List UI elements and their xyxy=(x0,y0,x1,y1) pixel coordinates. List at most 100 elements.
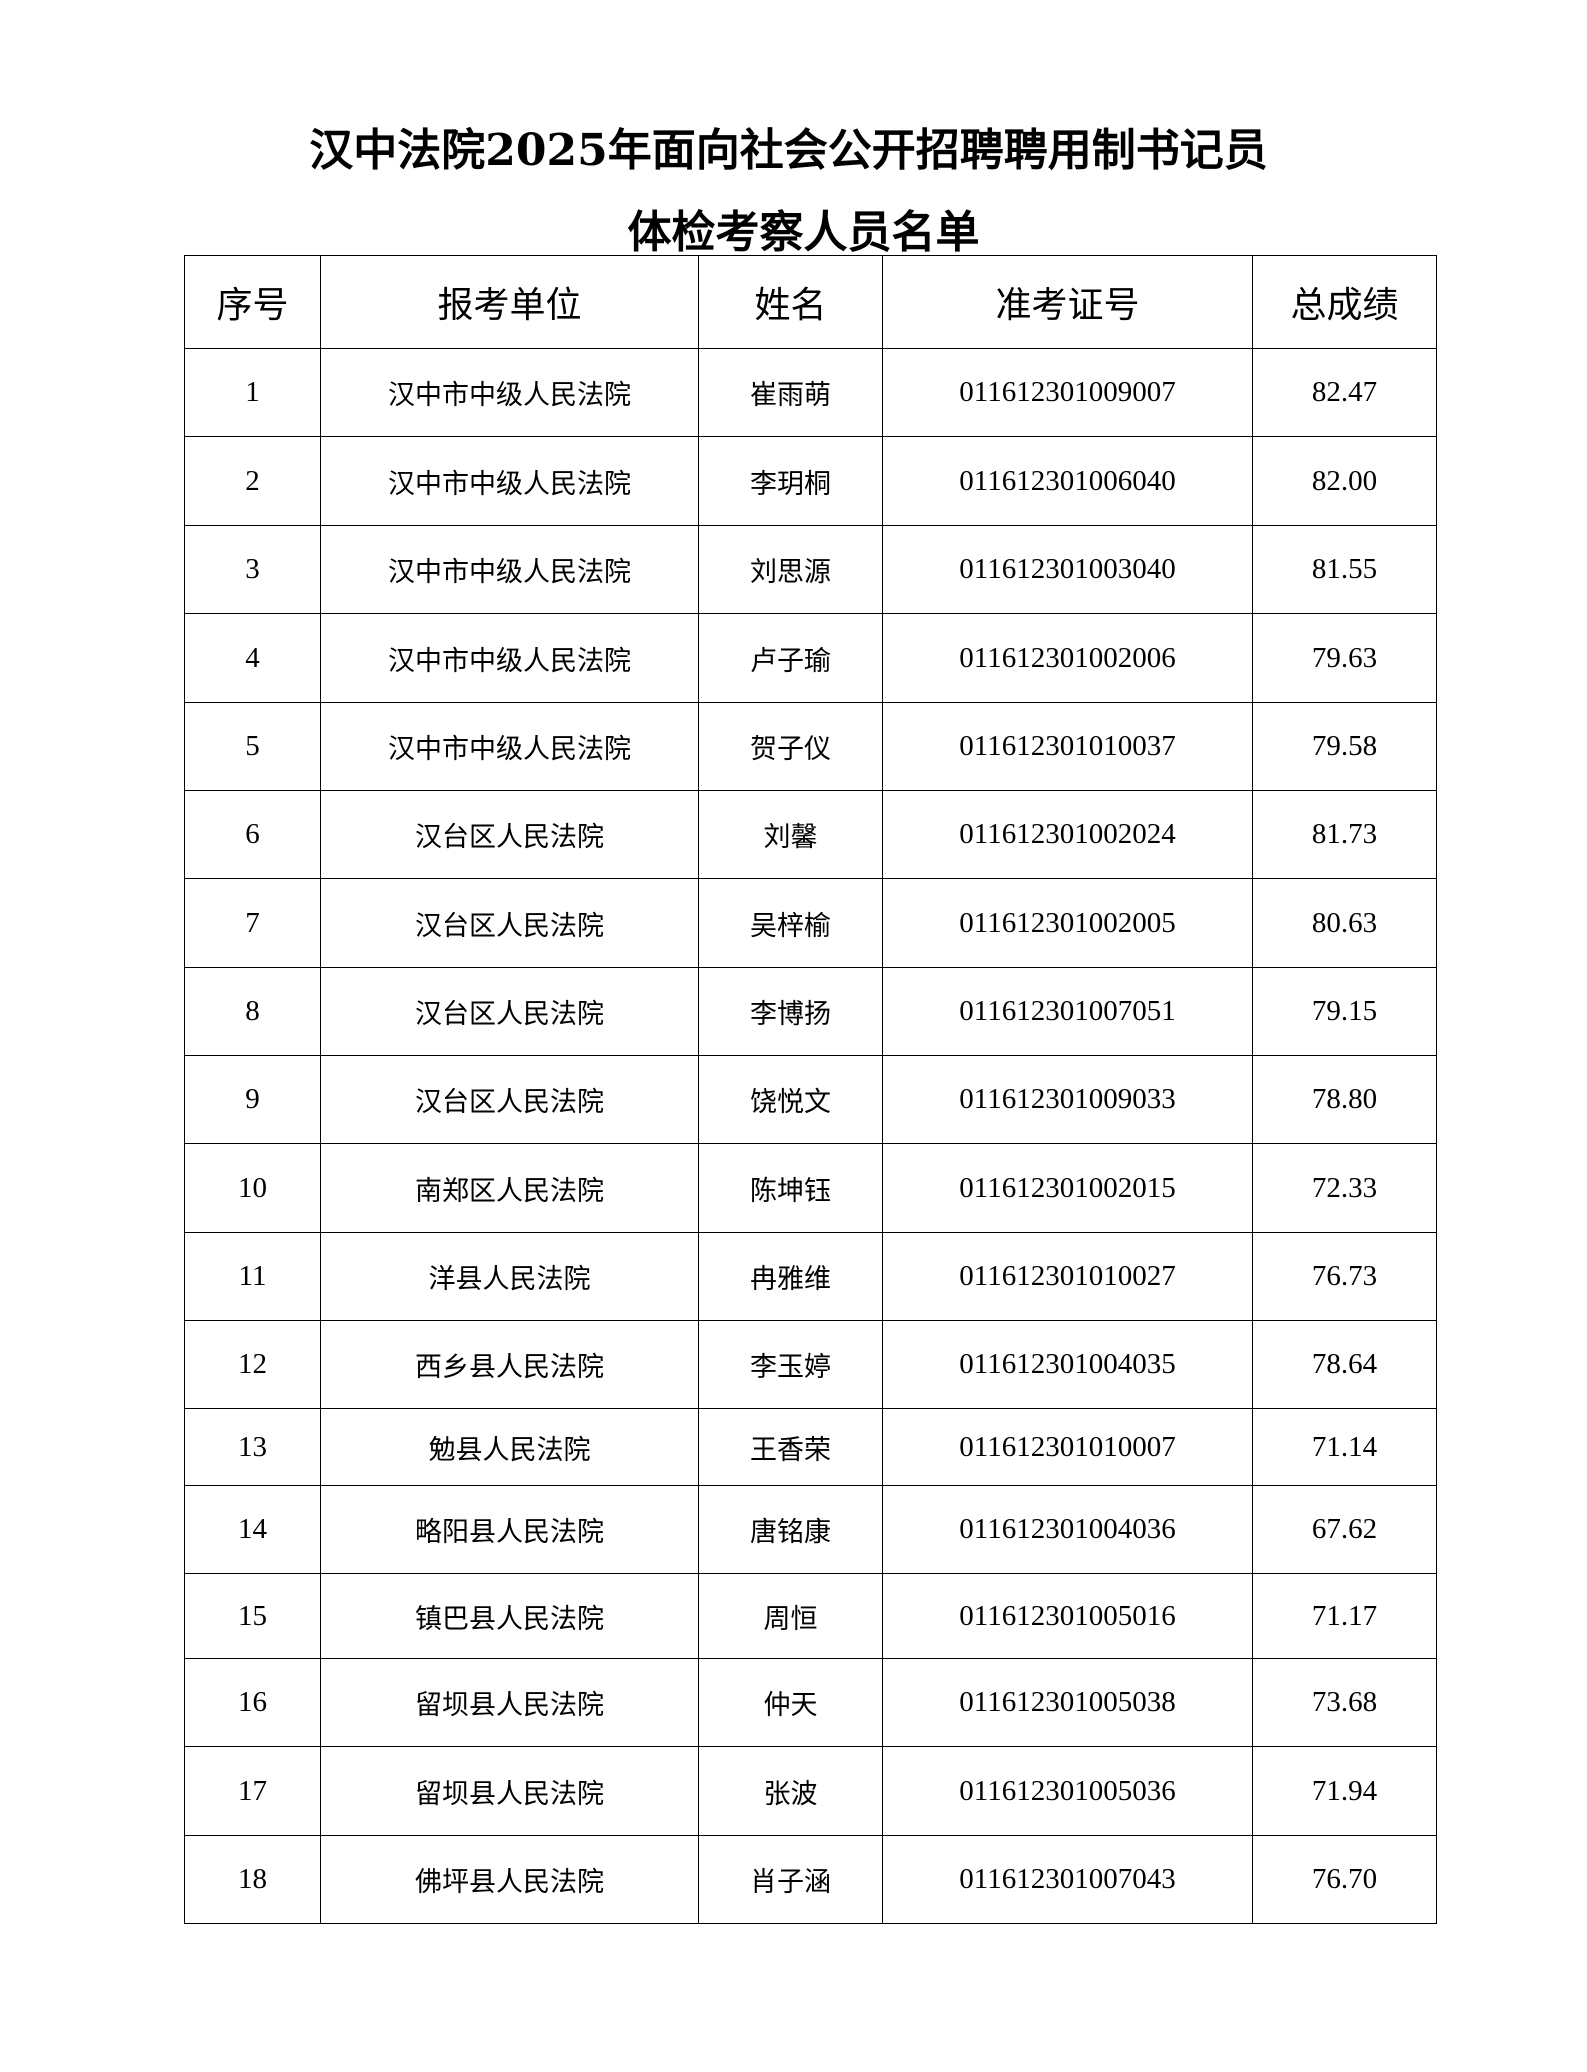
cell-score: 82.47 xyxy=(1252,348,1437,437)
cell-index: 15 xyxy=(184,1573,321,1659)
cell-index: 5 xyxy=(184,702,321,791)
cell-name: 刘思源 xyxy=(698,525,883,614)
table-row: 6 汉台区人民法院 刘馨 011612301002024 81.73 xyxy=(184,790,1437,879)
cell-name: 张波 xyxy=(698,1746,883,1836)
cell-unit: 汉中市中级人民法院 xyxy=(320,525,699,614)
table-row: 12 西乡县人民法院 李玉婷 011612301004035 78.64 xyxy=(184,1320,1437,1409)
table-row: 16 留坝县人民法院 仲天 011612301005038 73.68 xyxy=(184,1658,1437,1747)
cell-score: 71.94 xyxy=(1252,1746,1437,1836)
header-unit: 报考单位 xyxy=(320,255,699,349)
table-row: 17 留坝县人民法院 张波 011612301005036 71.94 xyxy=(184,1746,1437,1836)
cell-score: 76.70 xyxy=(1252,1835,1437,1924)
cell-unit: 留坝县人民法院 xyxy=(320,1658,699,1747)
cell-score: 79.58 xyxy=(1252,702,1437,791)
cell-name: 饶悦文 xyxy=(698,1055,883,1144)
cell-score: 71.14 xyxy=(1252,1408,1437,1486)
table-row: 18 佛坪县人民法院 肖子涵 011612301007043 76.70 xyxy=(184,1835,1437,1924)
cell-score: 71.17 xyxy=(1252,1573,1437,1659)
cell-name: 周恒 xyxy=(698,1573,883,1659)
table-row: 2 汉中市中级人民法院 李玥桐 011612301006040 82.00 xyxy=(184,436,1437,526)
table-row: 11 洋县人民法院 冉雅维 011612301010027 76.73 xyxy=(184,1232,1437,1321)
cell-score: 81.55 xyxy=(1252,525,1437,614)
cell-unit: 汉中市中级人民法院 xyxy=(320,613,699,703)
cell-exam-id: 011612301002005 xyxy=(882,878,1253,968)
cell-unit: 洋县人民法院 xyxy=(320,1232,699,1321)
cell-unit: 西乡县人民法院 xyxy=(320,1320,699,1409)
cell-name: 李玉婷 xyxy=(698,1320,883,1409)
cell-exam-id: 011612301002006 xyxy=(882,613,1253,703)
cell-exam-id: 011612301005038 xyxy=(882,1658,1253,1747)
cell-exam-id: 011612301006040 xyxy=(882,436,1253,526)
cell-exam-id: 011612301009033 xyxy=(882,1055,1253,1144)
cell-index: 18 xyxy=(184,1835,321,1924)
cell-exam-id: 011612301010037 xyxy=(882,702,1253,791)
cell-name: 李玥桐 xyxy=(698,436,883,526)
cell-exam-id: 011612301010007 xyxy=(882,1408,1253,1486)
cell-name: 卢子瑜 xyxy=(698,613,883,703)
cell-name: 李博扬 xyxy=(698,967,883,1056)
table-row: 8 汉台区人民法院 李博扬 011612301007051 79.15 xyxy=(184,967,1437,1056)
cell-score: 72.33 xyxy=(1252,1143,1437,1233)
table-row: 14 略阳县人民法院 唐铭康 011612301004036 67.62 xyxy=(184,1485,1437,1574)
cell-exam-id: 011612301005036 xyxy=(882,1746,1253,1836)
header-index: 序号 xyxy=(184,255,321,349)
cell-index: 13 xyxy=(184,1408,321,1486)
cell-score: 78.80 xyxy=(1252,1055,1437,1144)
table-row: 4 汉中市中级人民法院 卢子瑜 011612301002006 79.63 xyxy=(184,613,1437,703)
document-subtitle: 体检考察人员名单 xyxy=(627,207,980,258)
cell-exam-id: 011612301010027 xyxy=(882,1232,1253,1321)
cell-exam-id: 011612301007043 xyxy=(882,1835,1253,1924)
header-exam-id: 准考证号 xyxy=(882,255,1253,349)
cell-exam-id: 011612301005016 xyxy=(882,1573,1253,1659)
cell-index: 14 xyxy=(184,1485,321,1574)
cell-score: 67.62 xyxy=(1252,1485,1437,1574)
cell-name: 刘馨 xyxy=(698,790,883,879)
cell-index: 12 xyxy=(184,1320,321,1409)
table-row: 5 汉中市中级人民法院 贺子仪 011612301010037 79.58 xyxy=(184,702,1437,791)
cell-name: 唐铭康 xyxy=(698,1485,883,1574)
cell-unit: 南郑区人民法院 xyxy=(320,1143,699,1233)
cell-exam-id: 011612301002024 xyxy=(882,790,1253,879)
cell-score: 73.68 xyxy=(1252,1658,1437,1747)
cell-exam-id: 011612301004035 xyxy=(882,1320,1253,1409)
cell-exam-id: 011612301004036 xyxy=(882,1485,1253,1574)
cell-score: 76.73 xyxy=(1252,1232,1437,1321)
cell-index: 16 xyxy=(184,1658,321,1747)
cell-exam-id: 011612301002015 xyxy=(882,1143,1253,1233)
cell-unit: 汉台区人民法院 xyxy=(320,878,699,968)
cell-index: 17 xyxy=(184,1746,321,1836)
cell-name: 吴梓榆 xyxy=(698,878,883,968)
cell-exam-id: 011612301009007 xyxy=(882,348,1253,437)
table-row: 13 勉县人民法院 王香荣 011612301010007 71.14 xyxy=(184,1408,1437,1486)
cell-unit: 汉台区人民法院 xyxy=(320,967,699,1056)
cell-score: 82.00 xyxy=(1252,436,1437,526)
cell-unit: 汉中市中级人民法院 xyxy=(320,702,699,791)
cell-index: 6 xyxy=(184,790,321,879)
table-header-row: 序号 报考单位 姓名 准考证号 总成绩 xyxy=(184,255,1437,349)
cell-name: 肖子涵 xyxy=(698,1835,883,1924)
cell-index: 1 xyxy=(184,348,321,437)
cell-exam-id: 011612301007051 xyxy=(882,967,1253,1056)
cell-unit: 勉县人民法院 xyxy=(320,1408,699,1486)
cell-index: 9 xyxy=(184,1055,321,1144)
cell-index: 11 xyxy=(184,1232,321,1321)
cell-unit: 镇巴县人民法院 xyxy=(320,1573,699,1659)
cell-score: 79.63 xyxy=(1252,613,1437,703)
cell-index: 4 xyxy=(184,613,321,703)
cell-name: 贺子仪 xyxy=(698,702,883,791)
table-row: 15 镇巴县人民法院 周恒 011612301005016 71.17 xyxy=(184,1573,1437,1659)
cell-index: 8 xyxy=(184,967,321,1056)
cell-index: 10 xyxy=(184,1143,321,1233)
cell-exam-id: 011612301003040 xyxy=(882,525,1253,614)
cell-score: 79.15 xyxy=(1252,967,1437,1056)
cell-score: 78.64 xyxy=(1252,1320,1437,1409)
cell-index: 3 xyxy=(184,525,321,614)
cell-score: 80.63 xyxy=(1252,878,1437,968)
cell-score: 81.73 xyxy=(1252,790,1437,879)
cell-name: 陈坤钰 xyxy=(698,1143,883,1233)
document-title: 汉中法院2025年面向社会公开招聘聘用制书记员 xyxy=(309,125,1268,176)
cell-unit: 汉台区人民法院 xyxy=(320,1055,699,1144)
cell-unit: 汉中市中级人民法院 xyxy=(320,348,699,437)
cell-name: 冉雅维 xyxy=(698,1232,883,1321)
header-score: 总成绩 xyxy=(1252,255,1437,349)
